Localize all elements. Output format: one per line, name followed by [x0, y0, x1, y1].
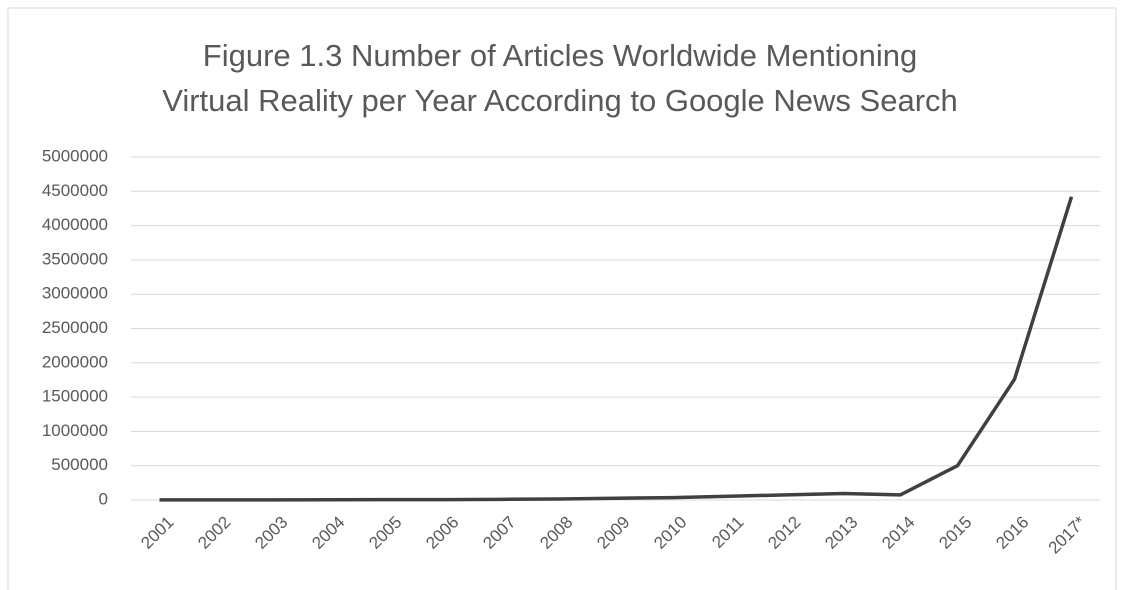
x-tick-label: 2011 [708, 513, 747, 552]
x-tick-label: 2003 [251, 513, 291, 553]
x-tick-label: 2008 [536, 513, 576, 553]
y-tick-label: 4500000 [42, 181, 108, 200]
x-tick-label: 2009 [593, 513, 633, 553]
y-tick-label: 0 [99, 489, 108, 508]
x-tick-label: 2014 [878, 513, 918, 553]
x-tick-label: 2015 [935, 513, 975, 553]
x-tick-label: 2010 [650, 513, 690, 553]
y-tick-label: 5000000 [42, 146, 108, 165]
chart-border [7, 7, 1117, 590]
x-tick-label: 2013 [821, 513, 861, 553]
x-tick-label: 2016 [992, 513, 1032, 553]
chart-title: Virtual Reality per Year According to Go… [162, 83, 958, 118]
x-tick-label: 2007 [479, 513, 519, 553]
x-tick-label: 2005 [365, 513, 405, 553]
y-tick-label: 500000 [51, 455, 108, 474]
x-tick-label: 2017* [1045, 512, 1090, 557]
y-tick-label: 4000000 [42, 215, 108, 234]
y-tick-label: 3500000 [42, 249, 108, 268]
data-line [159, 196, 1074, 502]
x-tick-label: 2002 [194, 513, 234, 553]
x-tick-label: 2006 [422, 513, 462, 553]
y-tick-label: 3000000 [42, 284, 108, 303]
y-tick-label: 2000000 [42, 352, 108, 371]
y-tick-label: 1000000 [42, 421, 108, 440]
chart-title: Figure 1.3 Number of Articles Worldwide … [203, 38, 917, 73]
y-tick-label: 1500000 [42, 387, 108, 406]
x-tick-label: 2004 [308, 513, 348, 553]
x-tick-label: 2001 [137, 513, 177, 553]
y-tick-label: 2500000 [42, 318, 108, 337]
x-tick-label: 2012 [764, 513, 804, 553]
